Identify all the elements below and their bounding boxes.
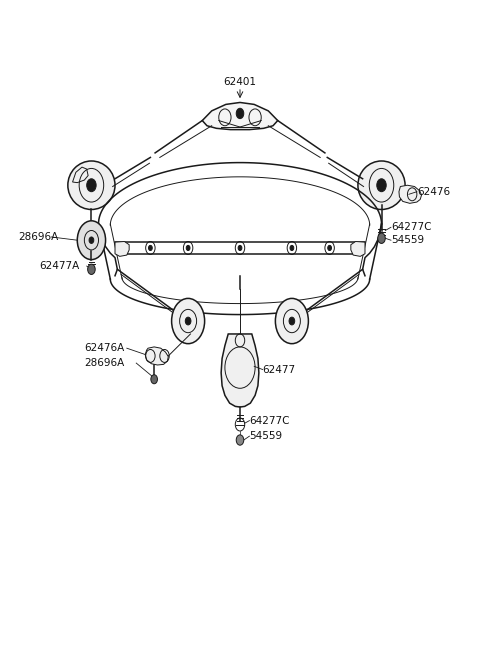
Circle shape xyxy=(378,233,385,244)
Text: 62476A: 62476A xyxy=(84,343,125,353)
Circle shape xyxy=(88,264,95,274)
Circle shape xyxy=(276,299,308,344)
Circle shape xyxy=(151,375,157,384)
Circle shape xyxy=(289,317,295,325)
Circle shape xyxy=(87,179,96,192)
Circle shape xyxy=(148,246,152,251)
Ellipse shape xyxy=(358,161,405,210)
Polygon shape xyxy=(202,102,278,130)
Polygon shape xyxy=(399,185,421,203)
Circle shape xyxy=(238,246,242,251)
Ellipse shape xyxy=(68,161,115,210)
Circle shape xyxy=(236,435,244,445)
Polygon shape xyxy=(72,167,88,183)
Circle shape xyxy=(377,179,386,192)
Text: 62477A: 62477A xyxy=(39,261,80,271)
Polygon shape xyxy=(351,242,365,256)
Circle shape xyxy=(77,221,106,259)
Polygon shape xyxy=(221,334,259,407)
Text: 62476: 62476 xyxy=(417,187,450,196)
Polygon shape xyxy=(145,347,168,365)
Circle shape xyxy=(328,246,332,251)
Text: 54559: 54559 xyxy=(250,431,283,441)
Circle shape xyxy=(172,299,204,344)
Circle shape xyxy=(236,108,244,119)
Circle shape xyxy=(185,317,191,325)
Polygon shape xyxy=(115,242,129,256)
Text: 54559: 54559 xyxy=(391,235,424,245)
Text: 62477: 62477 xyxy=(263,365,296,375)
Circle shape xyxy=(186,246,190,251)
Circle shape xyxy=(290,246,294,251)
Circle shape xyxy=(89,237,94,244)
Text: 28696A: 28696A xyxy=(84,358,125,368)
Text: 62401: 62401 xyxy=(224,77,256,86)
Text: 64277C: 64277C xyxy=(250,416,290,426)
Text: 28696A: 28696A xyxy=(18,232,59,242)
Text: 64277C: 64277C xyxy=(391,222,432,233)
